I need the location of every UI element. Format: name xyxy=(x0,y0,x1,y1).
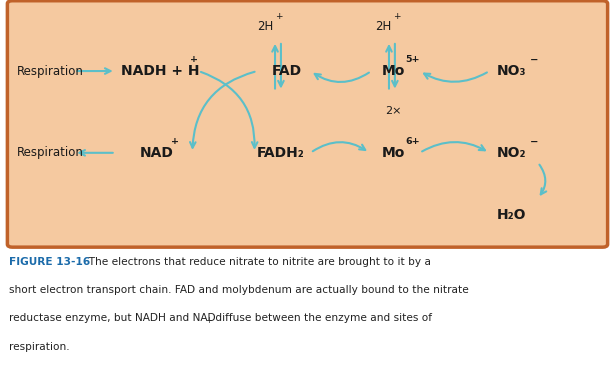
Text: 5+: 5+ xyxy=(405,55,420,64)
Text: 2H: 2H xyxy=(375,20,391,33)
Text: +: + xyxy=(190,55,198,64)
Text: +: + xyxy=(394,13,401,21)
Text: H₂O: H₂O xyxy=(496,208,526,222)
Text: Mo: Mo xyxy=(381,146,405,160)
Text: Mo: Mo xyxy=(381,64,405,78)
Text: −: − xyxy=(530,137,538,147)
FancyBboxPatch shape xyxy=(7,1,608,247)
Text: FIGURE 13-16: FIGURE 13-16 xyxy=(9,257,90,267)
Text: respiration.: respiration. xyxy=(9,342,70,351)
Text: +: + xyxy=(205,316,212,325)
Text: NAD: NAD xyxy=(140,146,174,160)
Text: FAD: FAD xyxy=(272,64,302,78)
Text: NO₃: NO₃ xyxy=(496,64,526,78)
Text: Respiration: Respiration xyxy=(17,64,84,78)
Text: FADH₂: FADH₂ xyxy=(257,146,305,160)
Text: Respiration: Respiration xyxy=(17,146,84,159)
Text: diffuse between the enzyme and sites of: diffuse between the enzyme and sites of xyxy=(212,313,432,323)
Text: short electron transport chain. FAD and molybdenum are actually bound to the nit: short electron transport chain. FAD and … xyxy=(9,285,469,295)
Text: 6+: 6+ xyxy=(405,138,420,147)
Text: NO₂: NO₂ xyxy=(496,146,526,160)
Text: reductase enzyme, but NADH and NAD: reductase enzyme, but NADH and NAD xyxy=(9,313,216,323)
Text: NADH + H: NADH + H xyxy=(121,64,199,78)
Text: 2×: 2× xyxy=(385,106,402,116)
Text: 2H: 2H xyxy=(257,20,273,33)
Text: +: + xyxy=(171,138,179,147)
Text: −: − xyxy=(530,55,538,65)
Text: The electrons that reduce nitrate to nitrite are brought to it by a: The electrons that reduce nitrate to nit… xyxy=(82,257,430,267)
Text: +: + xyxy=(276,13,283,21)
